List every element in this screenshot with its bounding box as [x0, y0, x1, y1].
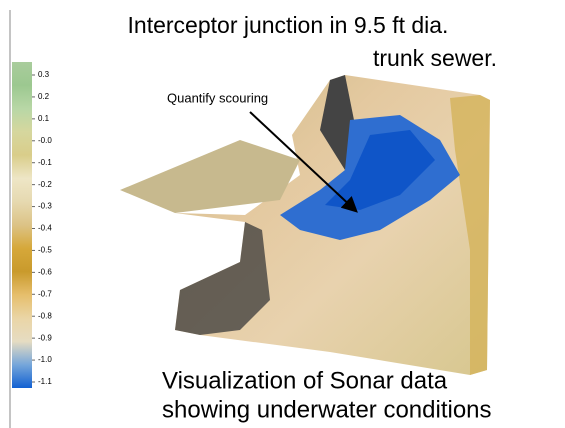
caption: Visualization of Sonar data	[162, 367, 448, 394]
tick-label: 0.2	[38, 92, 50, 101]
caption: showing underwater conditions	[162, 396, 492, 423]
tick-label: -0.9	[38, 333, 52, 342]
title: trunk sewer.	[373, 45, 497, 71]
tick-label: -0.6	[38, 267, 52, 276]
slide: Interceptor junction in 9.5 ft dia. trun…	[0, 0, 565, 428]
tick-label: -0.0	[38, 136, 52, 145]
sonar-surface	[120, 75, 490, 375]
tick-label: -0.8	[38, 311, 52, 320]
tick-label: -0.4	[38, 224, 52, 233]
tick-label: 0.1	[38, 114, 50, 123]
tick-label: -0.5	[38, 246, 52, 255]
title: Interceptor junction in 9.5 ft dia.	[128, 12, 449, 38]
tick-label: -1.0	[38, 355, 52, 364]
tick-label: -0.1	[38, 158, 52, 167]
tick-label: -0.3	[38, 202, 52, 211]
tick-label: -1.1	[38, 377, 52, 386]
tick-label: -0.2	[38, 180, 52, 189]
colorbar	[12, 62, 32, 388]
tick-label: -0.7	[38, 289, 52, 298]
annotation: Quantify scouring	[167, 90, 268, 105]
tick-label: 0.3	[38, 70, 50, 79]
slide-canvas: Interceptor junction in 9.5 ft dia. trun…	[0, 0, 565, 428]
